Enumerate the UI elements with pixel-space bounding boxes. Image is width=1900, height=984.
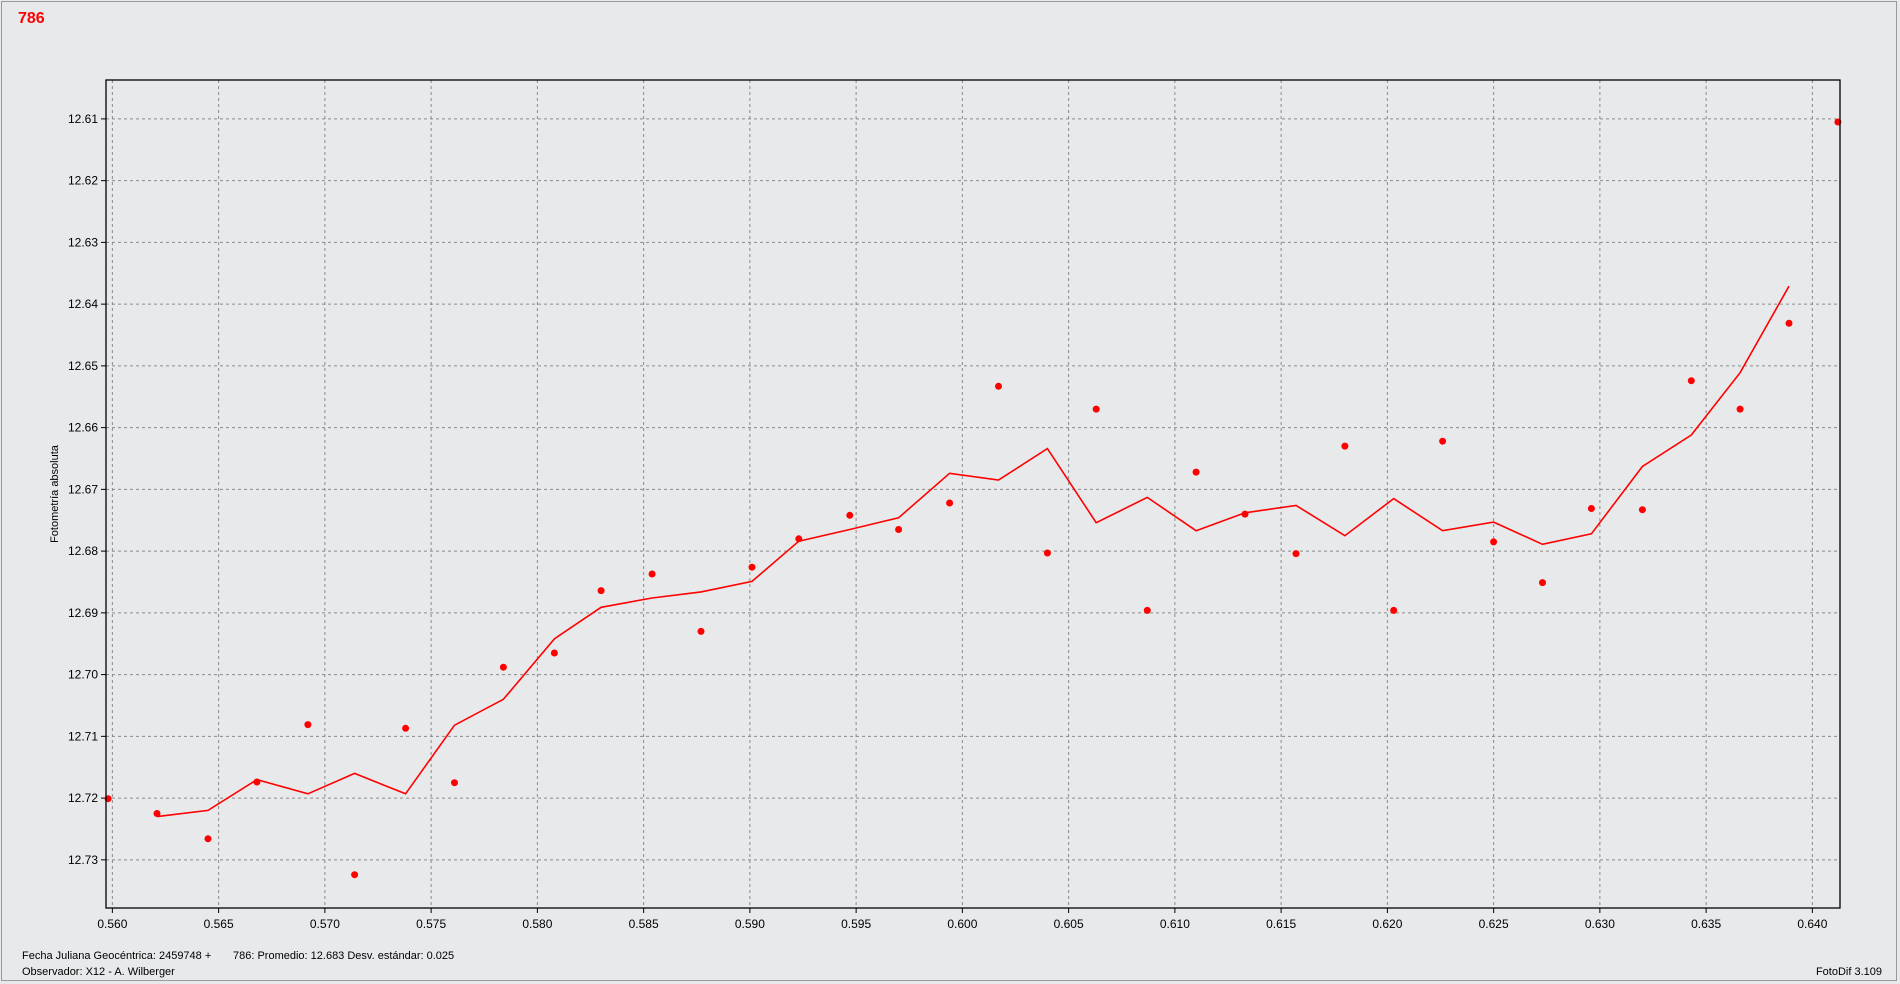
data-point [1490, 538, 1498, 546]
y-tick-label: 12.73 [68, 853, 98, 867]
data-point [995, 382, 1002, 390]
y-tick-label: 12.72 [68, 791, 98, 805]
data-point [1292, 550, 1300, 558]
data-point [304, 721, 312, 729]
x-tick-label: 0.605 [1054, 917, 1084, 931]
data-point [1143, 606, 1151, 614]
x-tick-label: 0.600 [947, 917, 977, 931]
y-tick-label: 12.70 [68, 668, 98, 682]
x-tick-label: 0.630 [1585, 917, 1615, 931]
data-point [1241, 510, 1249, 518]
data-point [451, 779, 458, 787]
x-tick-label: 0.565 [204, 917, 234, 931]
data-point [1587, 505, 1595, 512]
data-point [1539, 579, 1546, 587]
data-point [795, 535, 803, 543]
observer-label: Observador: X12 - A. Wilberger [22, 966, 175, 978]
stats-summary: 786: Promedio: 12.683 Desv. estándar: 0.… [233, 950, 455, 962]
data-point [1043, 549, 1051, 557]
x-tick-label: 0.560 [97, 917, 127, 931]
data-point [1736, 405, 1744, 413]
plot-border [105, 79, 1841, 909]
x-tick-label: 0.620 [1372, 917, 1402, 931]
data-point [1439, 437, 1447, 445]
data-point [846, 511, 854, 519]
y-tick-label: 12.68 [68, 544, 98, 558]
y-tick-label: 12.62 [68, 174, 98, 188]
x-tick-label: 0.570 [310, 917, 340, 931]
data-point [204, 835, 212, 843]
x-tick-label: 0.580 [522, 917, 552, 931]
y-axis-label: Fotometría absoluta [49, 444, 61, 543]
y-tick-label: 12.67 [68, 482, 98, 496]
data-point [946, 499, 954, 507]
y-tick-label: 12.63 [68, 235, 98, 249]
data-point [1390, 606, 1398, 614]
x-tick-label: 0.595 [841, 917, 871, 931]
data-point [1785, 319, 1793, 327]
data-point [1092, 405, 1100, 413]
data-point [597, 587, 605, 595]
data-points [104, 118, 1842, 879]
software-version: FotoDif 3.109 [1815, 966, 1882, 978]
y-tick-label: 12.66 [68, 421, 98, 435]
data-point [697, 627, 705, 635]
data-point [1687, 377, 1695, 385]
data-point [499, 663, 507, 671]
x-tick-label: 0.640 [1797, 917, 1827, 931]
data-point [748, 563, 756, 571]
data-point [550, 649, 558, 657]
data-point [1638, 506, 1646, 514]
x-tick-label: 0.575 [416, 917, 446, 931]
moving-average-line [156, 285, 1790, 818]
y-tick-label: 12.69 [68, 606, 98, 620]
data-point [153, 810, 161, 817]
x-tick-label: 0.610 [1160, 917, 1190, 931]
data-point [1192, 468, 1200, 476]
x-tick-label: 0.635 [1691, 917, 1721, 931]
axis-ticks: 0.560 0.565 0.570 0.575 0.580 0.585 0.590 0.595… [68, 112, 1828, 931]
data-point [351, 871, 359, 879]
data-point [1341, 442, 1349, 450]
data-point [402, 724, 410, 732]
y-tick-label: 12.71 [68, 729, 98, 743]
data-point [253, 778, 261, 786]
y-tick-label: 12.65 [68, 359, 98, 373]
object-label: 786 [18, 10, 45, 27]
y-tick-label: 12.64 [68, 297, 98, 311]
y-tick-label: 12.61 [68, 112, 98, 126]
julian-date-label: Fecha Juliana Geocéntrica: 2459748 + [22, 950, 212, 962]
x-tick-label: 0.615 [1266, 917, 1296, 931]
data-point [648, 570, 656, 578]
x-tick-label: 0.590 [735, 917, 765, 931]
x-tick-label: 0.585 [629, 917, 659, 931]
grid [106, 80, 1840, 908]
x-tick-label: 0.625 [1479, 917, 1509, 931]
trend-line [156, 285, 1790, 818]
data-point [895, 526, 903, 533]
